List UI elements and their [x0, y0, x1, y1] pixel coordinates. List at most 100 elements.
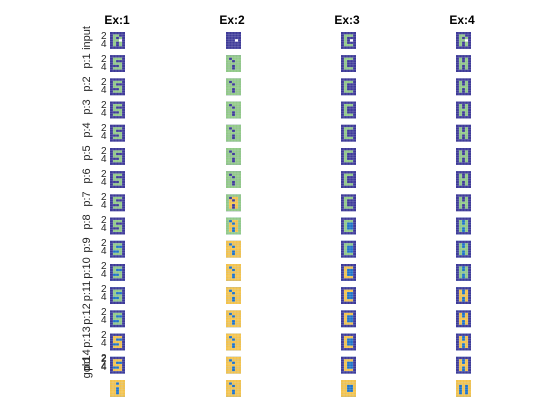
- grid-pixel: [468, 176, 471, 179]
- grid-pixel: [456, 361, 459, 364]
- grid-pixel: [350, 345, 353, 348]
- row-label-p8: p:8: [81, 214, 93, 229]
- grid-pixel: [119, 384, 122, 388]
- grid-pixel: [341, 69, 344, 72]
- y-tick: 4: [101, 292, 107, 303]
- grid-pixel: [232, 69, 235, 72]
- grid-pixel: [350, 57, 353, 60]
- grid-pixel: [110, 134, 113, 137]
- grid-pixel: [462, 278, 465, 281]
- grid-pixel: [122, 227, 125, 230]
- grid-pixel: [110, 44, 113, 47]
- grid-pixel: [110, 276, 113, 279]
- grid-pixel: [235, 276, 238, 279]
- grid-pixel: [456, 252, 459, 256]
- grid-pixel: [465, 356, 468, 360]
- grid-pixel: [229, 273, 232, 276]
- grid-pixel: [344, 268, 347, 272]
- grid-pixel: [235, 139, 238, 142]
- grid-pixel: [235, 206, 238, 209]
- grid-pixel: [226, 44, 229, 47]
- grid-pixel: [116, 139, 119, 142]
- grid-pixel: [226, 136, 229, 140]
- grid-pixel: [110, 343, 113, 346]
- grid-pixel: [344, 132, 347, 135]
- grid-pixel: [113, 364, 116, 367]
- grid-pixel: [229, 384, 232, 388]
- grid-pixel: [238, 199, 241, 202]
- grid-pixel: [238, 324, 241, 328]
- grid-pixel: [119, 389, 122, 392]
- grid-pixel: [465, 359, 468, 362]
- grid-pixel: [226, 116, 229, 119]
- grid-pixel: [465, 178, 468, 181]
- grid-pixel: [465, 217, 468, 220]
- grid-pixel: [456, 278, 459, 281]
- grid-pixel: [226, 85, 229, 88]
- grid-pixel: [226, 324, 229, 328]
- grid-pixel: [110, 208, 113, 212]
- grid-pixel: [110, 204, 113, 207]
- grid-pixel: [341, 171, 344, 174]
- grid-pixel: [113, 382, 116, 385]
- grid-pixel: [462, 139, 465, 142]
- grid-pixel: [110, 324, 113, 328]
- grid-pixel: [347, 124, 350, 128]
- grid-pixel: [341, 229, 344, 232]
- y-tick: 4: [101, 85, 107, 96]
- grid-pixel: [119, 289, 122, 292]
- grid-pixel: [353, 106, 356, 109]
- grid-pixel: [119, 41, 122, 44]
- grid-pixel: [116, 294, 119, 297]
- grid-pixel: [347, 101, 350, 104]
- grid-pixel: [344, 250, 347, 253]
- grid-pixel: [110, 268, 113, 272]
- grid-pixel: [226, 232, 229, 235]
- grid-pixel: [110, 124, 113, 128]
- heatmap-cell-p:1-Ex:3: [341, 55, 356, 72]
- grid-pixel: [465, 394, 468, 397]
- grid-pixel: [116, 271, 119, 274]
- grid-pixel: [347, 173, 350, 176]
- grid-pixel: [226, 150, 229, 153]
- grid-pixel: [459, 227, 462, 230]
- grid-pixel: [238, 64, 241, 68]
- grid-pixel: [459, 106, 462, 109]
- grid-pixel: [122, 150, 125, 153]
- grid-pixel: [238, 240, 241, 244]
- grid-pixel: [459, 108, 462, 112]
- grid-pixel: [113, 292, 116, 295]
- grid-pixel: [459, 113, 462, 116]
- grid-pixel: [110, 206, 113, 209]
- grid-pixel: [456, 345, 459, 348]
- grid-pixel: [456, 194, 459, 197]
- grid-pixel: [122, 155, 125, 158]
- grid-pixel: [347, 90, 350, 93]
- grid-pixel: [113, 278, 116, 281]
- grid-pixel: [113, 148, 116, 151]
- grid-pixel: [238, 243, 241, 246]
- grid-pixel: [110, 55, 113, 58]
- grid-pixel: [468, 382, 471, 385]
- grid-pixel: [226, 171, 229, 174]
- grid-pixel: [226, 183, 229, 186]
- grid-pixel: [459, 312, 462, 316]
- grid-pixel: [119, 90, 122, 93]
- grid-pixel: [459, 301, 462, 304]
- grid-pixel: [116, 345, 119, 348]
- grid-pixel: [235, 173, 238, 176]
- grid-pixel: [462, 317, 465, 320]
- grid-pixel: [226, 111, 229, 114]
- grid-pixel: [113, 46, 116, 49]
- y-tick-labels: 24 24 24 24 24 24 24 24 24 24 24 24 24 2…: [101, 31, 107, 373]
- grid-pixel: [110, 245, 113, 248]
- grid-pixel: [122, 113, 125, 116]
- grid-pixel: [232, 139, 235, 142]
- grid-pixel: [456, 55, 459, 58]
- grid-pixel: [116, 310, 119, 313]
- grid-pixel: [122, 108, 125, 112]
- grid-pixel: [468, 39, 471, 42]
- grid-pixel: [122, 83, 125, 86]
- grid-pixel: [459, 343, 462, 346]
- grid-pixel: [235, 150, 238, 153]
